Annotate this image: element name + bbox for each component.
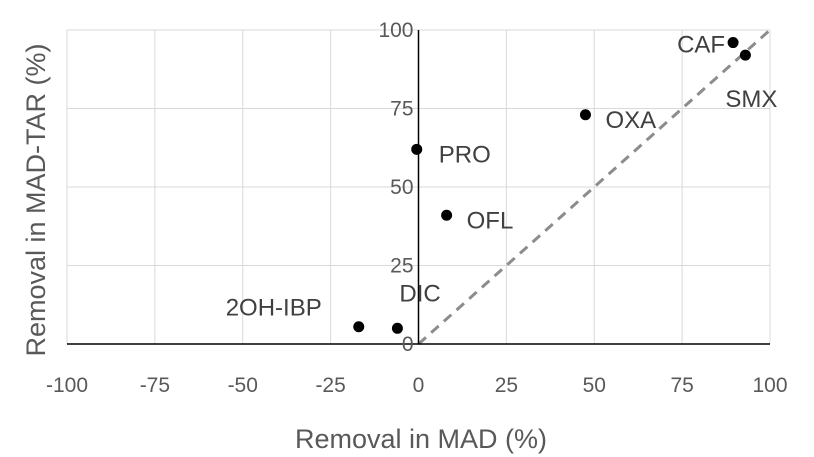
point-label-caf: CAF bbox=[677, 32, 725, 59]
point-label-pro: PRO bbox=[439, 141, 491, 168]
data-points bbox=[353, 37, 751, 334]
data-point-ofl bbox=[441, 209, 453, 221]
y-tick-labels: 0 25 50 75 100 bbox=[378, 19, 413, 356]
x-tick-label: 100 bbox=[752, 374, 787, 397]
reference-line bbox=[417, 28, 771, 346]
point-label-smx: SMX bbox=[725, 86, 777, 113]
y-tick-label: 0 bbox=[402, 333, 414, 356]
x-tick-label: 75 bbox=[670, 374, 693, 397]
data-point-oxa bbox=[579, 109, 591, 121]
y-axis-title: Removal in MAD-TAR (%) bbox=[21, 43, 51, 356]
data-point-dic bbox=[391, 322, 403, 334]
y-tick-label: 25 bbox=[390, 255, 413, 278]
reference-line-group bbox=[417, 28, 771, 346]
data-point-pro bbox=[411, 143, 423, 155]
x-tick-label: 50 bbox=[583, 374, 606, 397]
point-label-2oh-ibp: 2OH-IBP bbox=[226, 295, 322, 322]
data-point-caf bbox=[727, 37, 739, 49]
x-tick-label: -75 bbox=[140, 374, 170, 397]
x-tick-label: 25 bbox=[495, 374, 518, 397]
x-tick-label: 0 bbox=[413, 374, 425, 397]
x-tick-labels: -100 -75 -50 -25 0 25 50 75 100 bbox=[46, 374, 788, 397]
point-label-oxa: OXA bbox=[605, 107, 656, 134]
data-point-smx bbox=[739, 49, 751, 61]
x-tick-label: -50 bbox=[228, 374, 258, 397]
y-tick-label: 75 bbox=[390, 98, 413, 121]
point-label-ofl: OFL bbox=[467, 207, 514, 234]
y-tick-label: 100 bbox=[378, 19, 413, 42]
y-tick-label: 50 bbox=[390, 176, 413, 199]
axes bbox=[67, 30, 770, 345]
x-tick-label: -100 bbox=[46, 374, 88, 397]
x-tick-label: -25 bbox=[315, 374, 345, 397]
x-axis-title: Removal in MAD (%) bbox=[295, 424, 547, 454]
point-label-dic: DIC bbox=[399, 280, 440, 307]
data-point-2oh-ibp bbox=[353, 321, 365, 333]
